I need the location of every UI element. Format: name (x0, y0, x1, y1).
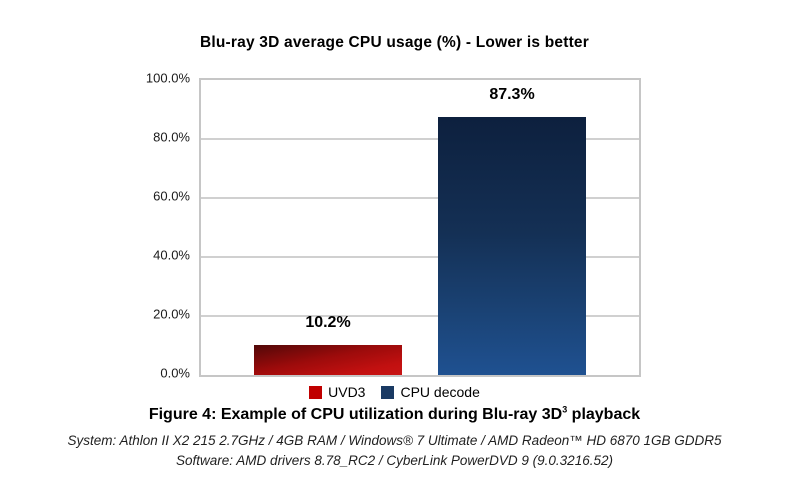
legend-item-uvd3: UVD3 (309, 384, 365, 400)
caption-superscript: 3 (562, 404, 568, 415)
y-axis-labels: 0.0% 20.0% 40.0% 60.0% 80.0% 100.0% (0, 72, 190, 380)
software-info-line: Software: AMD drivers 8.78_RC2 / CyberLi… (176, 453, 613, 468)
gridline (201, 256, 639, 258)
chart-legend: UVD3 CPU decode (0, 384, 789, 400)
legend-label-uvd3: UVD3 (328, 384, 366, 400)
legend-swatch-cpu-decode-icon (381, 385, 395, 399)
y-tick-label: 20.0% (153, 306, 190, 322)
gridline (201, 197, 639, 199)
bar-value-label-cpu-decode: 87.3% (489, 86, 535, 104)
caption-text-suffix: playback (567, 406, 641, 423)
y-tick-label: 40.0% (153, 247, 190, 263)
bar-slot-cpu-decode: 87.3% (438, 80, 586, 375)
legend-label-cpu-decode: CPU decode (400, 384, 480, 400)
legend-item-cpu-decode: CPU decode (381, 384, 480, 400)
bar-value-label-uvd3: 10.2% (305, 313, 351, 331)
caption-text: Figure 4: Example of CPU utilization dur… (148, 406, 563, 423)
y-tick-label: 80.0% (153, 129, 190, 145)
y-tick-label: 0.0% (160, 365, 190, 381)
gridline (201, 138, 639, 140)
bar-slot-uvd3: 10.2% (254, 80, 402, 375)
bar-uvd3 (254, 344, 402, 375)
bar-cpu-decode (438, 117, 586, 375)
legend-swatch-uvd3-icon (309, 385, 323, 399)
gridline (201, 315, 639, 317)
plot-area: 10.2% 87.3% (199, 78, 641, 377)
system-info-line: System: Athlon II X2 215 2.7GHz / 4GB RA… (67, 433, 722, 448)
chart-title: Blu-ray 3D average CPU usage (%) - Lower… (199, 34, 589, 51)
chart-area: 0.0% 20.0% 40.0% 60.0% 80.0% 100.0% 10.2% 87.… (0, 72, 789, 380)
y-tick-label: 100.0% (145, 70, 190, 86)
y-tick-label: 60.0% (153, 188, 190, 204)
figure-caption: Figure 4: Example of CPU utilization dur… (0, 404, 789, 424)
